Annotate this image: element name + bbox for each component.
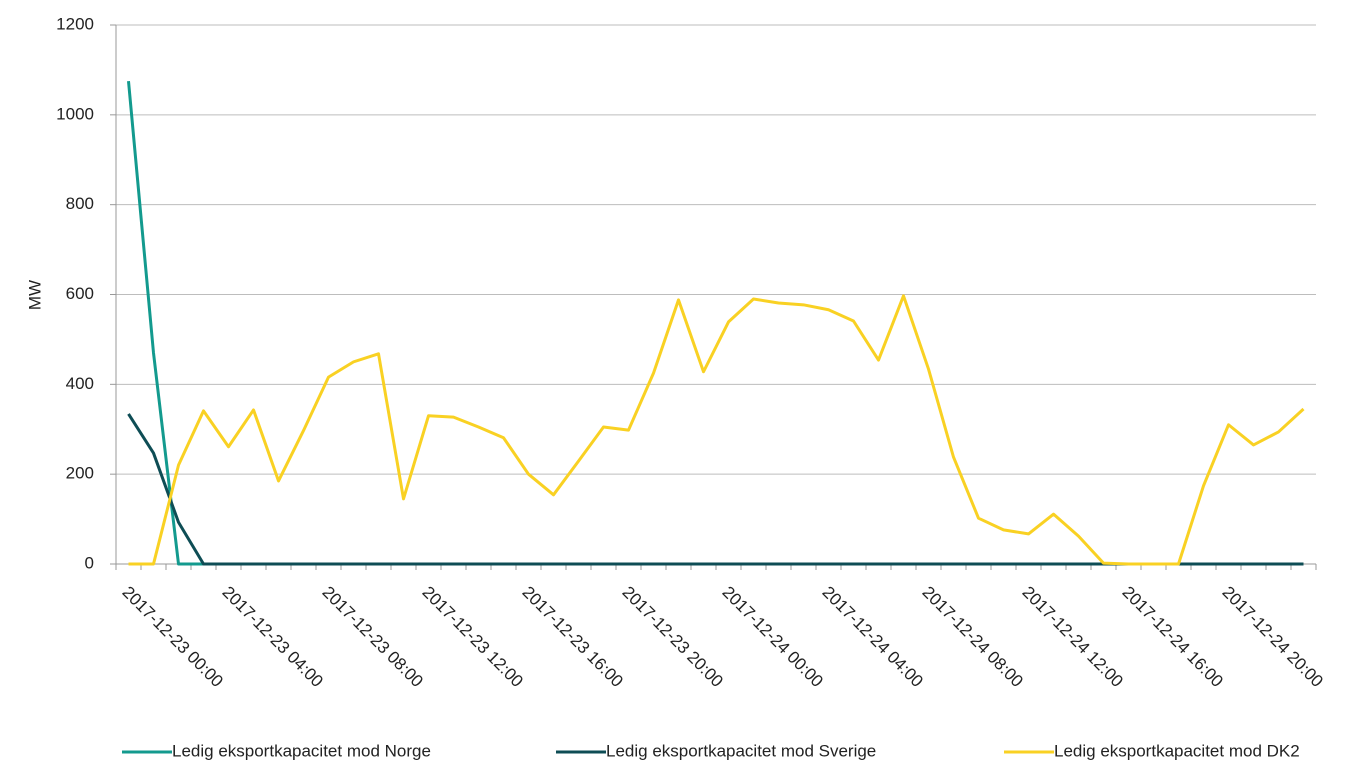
x-tick-label: 2017-12-23 04:00 [219,583,327,691]
x-tick-label: 2017-12-23 08:00 [319,583,427,691]
y-tick-label: 1000 [56,104,94,123]
y-axis-label: MW [25,280,44,310]
y-tick-label: 200 [66,464,94,483]
x-tick-label: 2017-12-24 08:00 [919,583,1027,691]
x-tick-label: 2017-12-23 00:00 [119,583,227,691]
y-tick-label: 800 [66,194,94,213]
x-tick-label: 2017-12-23 12:00 [419,583,527,691]
legend-label: Ledig eksportkapacitet mod Norge [172,741,431,760]
y-tick-label: 1200 [56,14,94,33]
x-tick-label: 2017-12-23 16:00 [519,583,627,691]
x-tick-label: 2017-12-24 16:00 [1119,583,1227,691]
legend-label: Ledig eksportkapacitet mod DK2 [1054,741,1300,760]
series-line [128,294,1305,566]
legend-label: Ledig eksportkapacitet mod Sverige [606,741,876,760]
x-tick-label: 2017-12-24 20:00 [1219,583,1327,691]
y-tick-label: 600 [66,284,94,303]
y-tick-label: 400 [66,374,94,393]
x-tick-label: 2017-12-24 12:00 [1019,583,1127,691]
x-tick-label: 2017-12-24 00:00 [719,583,827,691]
x-tick-label: 2017-12-23 20:00 [619,583,727,691]
series-line [127,413,1304,566]
x-tick-label: 2017-12-24 04:00 [819,583,927,691]
y-tick-label: 0 [85,553,94,572]
series-line [127,81,1304,566]
